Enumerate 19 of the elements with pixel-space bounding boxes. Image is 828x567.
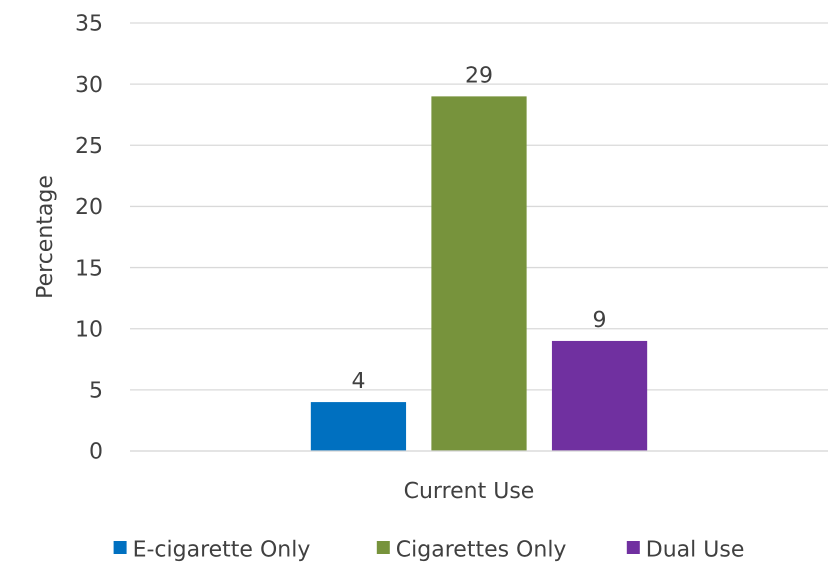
- y-tick-label: 30: [75, 72, 103, 98]
- y-tick-label: 20: [75, 195, 103, 220]
- y-tick-label: 0: [89, 440, 103, 465]
- y-tick-label: 10: [75, 317, 103, 342]
- bar: [310, 402, 406, 451]
- legend-label: Dual Use: [646, 538, 744, 563]
- bar: [552, 340, 648, 451]
- y-tick-label: 5: [89, 378, 103, 404]
- y-tick-label: 15: [75, 256, 103, 282]
- y-tick-label: 35: [75, 12, 103, 37]
- bar: [431, 96, 527, 451]
- x-tick-label: Current Use: [404, 479, 534, 504]
- legend-label: E-cigarette Only: [132, 538, 310, 563]
- legend-label: Cigarettes Only: [396, 538, 566, 563]
- data-label: 4: [351, 369, 366, 394]
- y-axis-title: Percentage: [33, 175, 58, 299]
- y-tick-label: 25: [75, 134, 103, 159]
- data-label: 9: [592, 308, 607, 333]
- data-label: 29: [465, 63, 493, 88]
